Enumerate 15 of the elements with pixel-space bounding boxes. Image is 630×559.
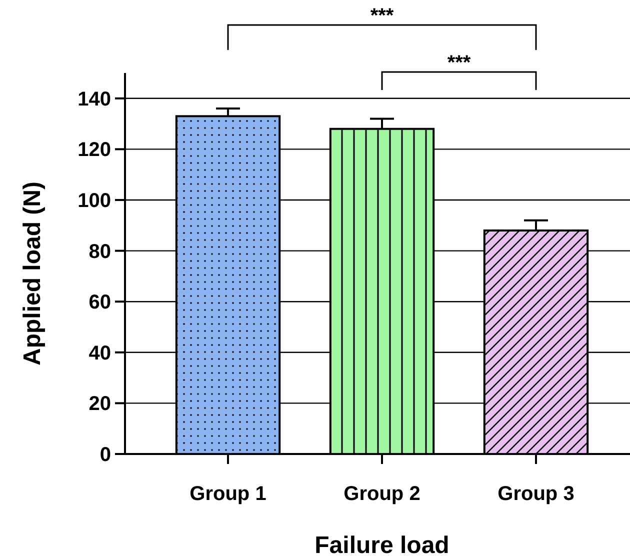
x-tick-label: Group 3: [498, 483, 574, 505]
x-tick-label: Group 2: [344, 483, 420, 505]
y-tick-label: 100: [78, 190, 111, 212]
x-axis-title: Failure load: [314, 532, 450, 559]
y-tick-label: 120: [78, 139, 111, 162]
y-tick-label: 40: [88, 342, 111, 364]
y-tick-label: 80: [88, 240, 111, 263]
x-tick-label: Group 1: [190, 483, 266, 505]
y-tick-label: 60: [88, 292, 111, 314]
text: ***: [370, 5, 394, 27]
y-tick-label: 140: [78, 88, 111, 110]
annotation: ***: [447, 52, 471, 74]
y-tick-label: 20: [88, 393, 111, 416]
y-tick-label: 0: [100, 444, 111, 466]
y-axis-title: Applied load (N): [19, 182, 46, 366]
